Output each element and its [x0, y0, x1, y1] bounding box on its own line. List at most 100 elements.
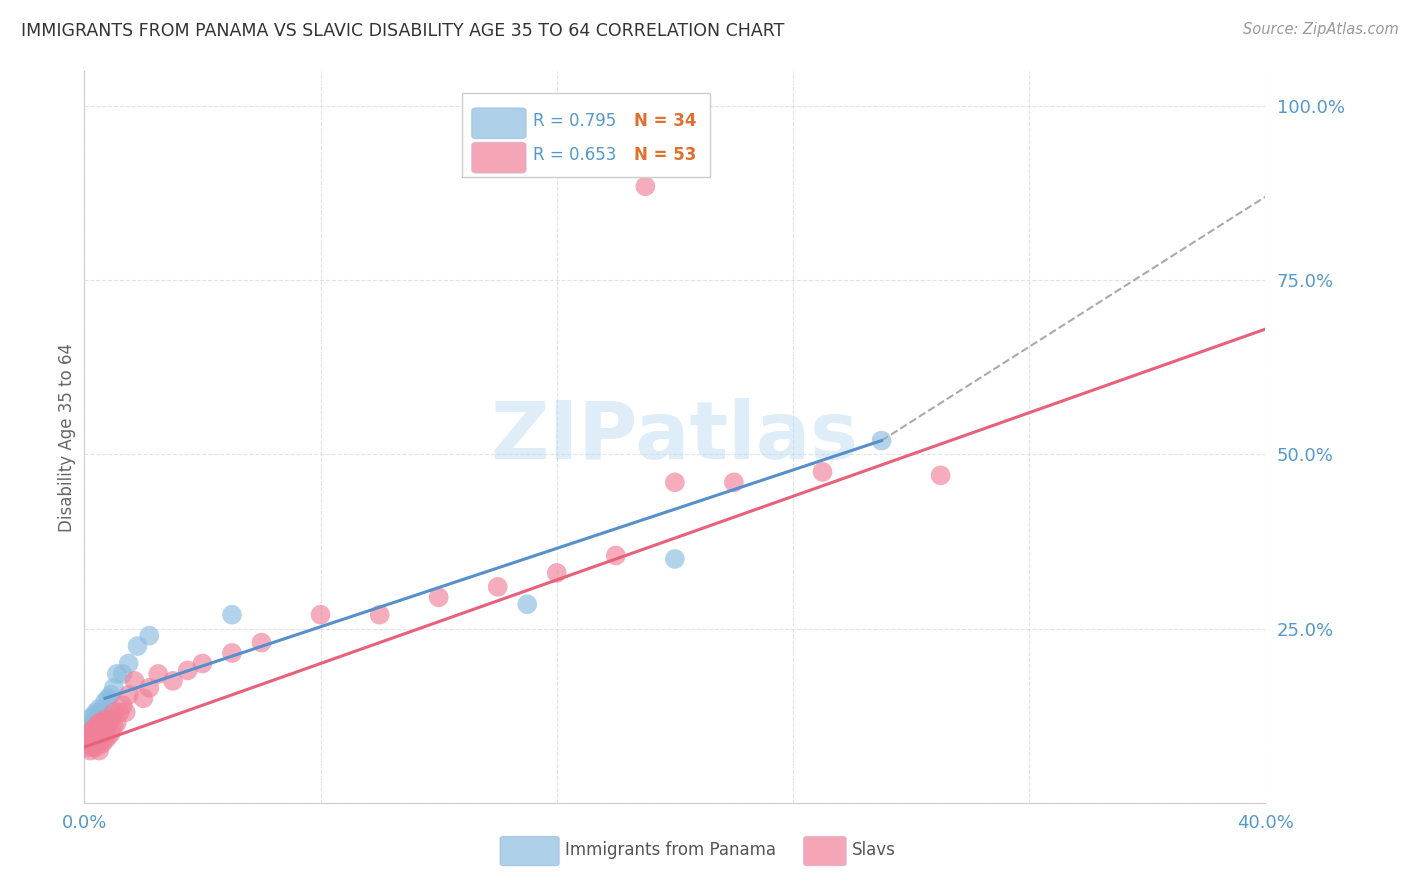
Point [309, 607, 332, 622]
Point [87, 726, 111, 740]
Point [634, 179, 657, 194]
Point [97, 715, 120, 730]
Point [82, 733, 104, 747]
Point [94, 712, 117, 726]
Y-axis label: Disability Age 35 to 64: Disability Age 35 to 64 [58, 343, 76, 532]
Point [97, 730, 120, 744]
Point [368, 607, 391, 622]
Point [546, 566, 568, 580]
Point [138, 681, 160, 695]
Point [929, 468, 952, 483]
Point [76, 737, 98, 751]
Point [87, 743, 111, 757]
Point [84, 726, 107, 740]
Point [664, 552, 686, 566]
Point [76, 723, 98, 737]
Point [427, 591, 450, 605]
Point [177, 664, 200, 678]
Point [605, 549, 627, 563]
Text: R = 0.795: R = 0.795 [533, 112, 616, 130]
Point [97, 691, 120, 706]
FancyBboxPatch shape [501, 837, 560, 866]
Point [114, 705, 136, 719]
Point [84, 740, 107, 755]
Point [100, 712, 122, 726]
Point [87, 715, 111, 730]
Point [79, 743, 101, 757]
Point [76, 730, 98, 744]
Point [132, 691, 155, 706]
Point [94, 712, 117, 726]
Point [84, 719, 107, 733]
Point [103, 705, 125, 719]
Point [87, 723, 111, 737]
Point [91, 705, 114, 719]
Point [87, 702, 111, 716]
Point [94, 733, 117, 747]
FancyBboxPatch shape [463, 94, 710, 178]
Text: N = 34: N = 34 [634, 112, 696, 130]
Point [97, 708, 120, 723]
Point [79, 733, 101, 747]
Point [486, 580, 509, 594]
FancyBboxPatch shape [804, 837, 846, 866]
FancyBboxPatch shape [472, 143, 526, 173]
Point [221, 607, 243, 622]
Point [138, 629, 160, 643]
Point [91, 726, 114, 740]
Point [91, 719, 114, 733]
Point [84, 705, 107, 719]
Point [105, 715, 128, 730]
Point [191, 657, 214, 671]
Point [84, 730, 107, 744]
Point [221, 646, 243, 660]
Point [664, 475, 686, 490]
Text: Source: ZipAtlas.com: Source: ZipAtlas.com [1243, 22, 1399, 37]
Point [870, 434, 893, 448]
FancyBboxPatch shape [472, 108, 526, 138]
Text: ZIPatlas: ZIPatlas [491, 398, 859, 476]
Point [94, 723, 117, 737]
Point [87, 712, 111, 726]
Point [148, 667, 170, 681]
Point [79, 737, 101, 751]
Point [79, 712, 101, 726]
Point [105, 667, 128, 681]
Point [103, 681, 125, 695]
Point [118, 657, 141, 671]
Point [82, 723, 104, 737]
Point [76, 733, 98, 747]
Point [82, 708, 104, 723]
Point [162, 673, 184, 688]
Point [82, 723, 104, 737]
Text: Immigrants from Panama: Immigrants from Panama [565, 841, 776, 859]
Point [79, 719, 101, 733]
Point [811, 465, 834, 479]
Point [79, 726, 101, 740]
Point [103, 719, 125, 733]
Point [108, 705, 131, 719]
Text: N = 53: N = 53 [634, 146, 696, 164]
Point [127, 639, 149, 653]
Point [82, 740, 104, 755]
Point [723, 475, 745, 490]
Point [250, 635, 273, 649]
Point [84, 715, 107, 730]
Point [87, 733, 111, 747]
Point [76, 740, 98, 755]
Text: R = 0.653: R = 0.653 [533, 146, 616, 164]
Point [79, 726, 101, 740]
Point [516, 597, 538, 611]
Point [91, 737, 114, 751]
Point [111, 667, 134, 681]
Point [100, 688, 122, 702]
Point [94, 695, 117, 709]
Point [111, 698, 134, 713]
Point [76, 726, 98, 740]
Text: Slavs: Slavs [852, 841, 896, 859]
Point [82, 730, 104, 744]
Point [100, 726, 122, 740]
Text: IMMIGRANTS FROM PANAMA VS SLAVIC DISABILITY AGE 35 TO 64 CORRELATION CHART: IMMIGRANTS FROM PANAMA VS SLAVIC DISABIL… [21, 22, 785, 40]
Point [91, 715, 114, 730]
Point [118, 688, 141, 702]
